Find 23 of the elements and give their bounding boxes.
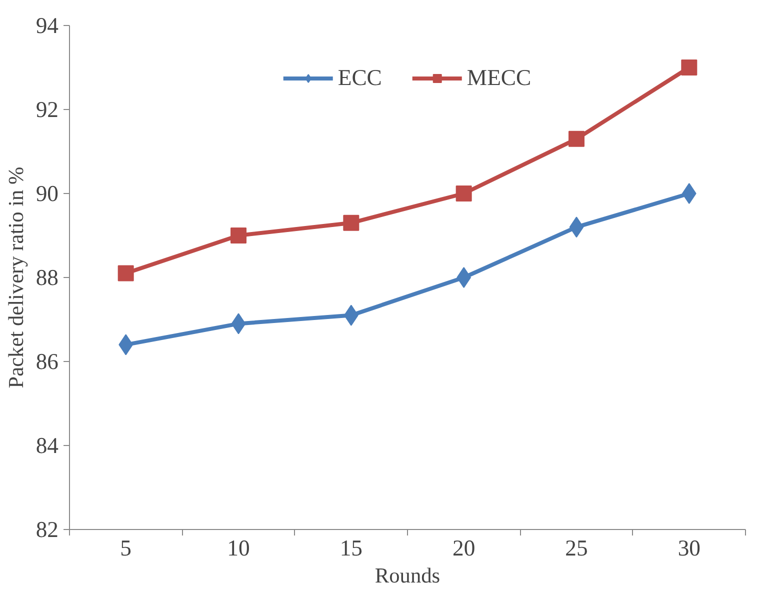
point	[118, 265, 134, 282]
y-tick-label: 90	[36, 181, 58, 206]
x-tick-label: 25	[565, 536, 588, 560]
y-tick-label: 82	[36, 517, 58, 542]
point	[343, 214, 360, 231]
y-tick-label: 86	[36, 349, 58, 374]
x-tick-label: 10	[227, 536, 250, 560]
y-tick-label: 84	[36, 433, 58, 458]
x-tick-label: 30	[678, 536, 700, 560]
x-tick-label: 5	[120, 536, 132, 560]
y-tick-label: 94	[36, 13, 58, 38]
x-tick-label: 15	[340, 536, 362, 560]
point	[568, 130, 584, 147]
y-axis-title: Packet delivery ratio in %	[4, 166, 28, 388]
legend-label: MECC	[466, 65, 532, 91]
point	[681, 60, 698, 76]
point	[230, 228, 246, 244]
y-tick-label: 92	[36, 97, 58, 122]
legend-label: ECC	[338, 65, 382, 91]
point	[456, 186, 472, 202]
x-tick-label: 20	[452, 536, 476, 560]
y-tick-label: 88	[36, 265, 58, 290]
x-axis-title: Rounds	[374, 564, 440, 588]
